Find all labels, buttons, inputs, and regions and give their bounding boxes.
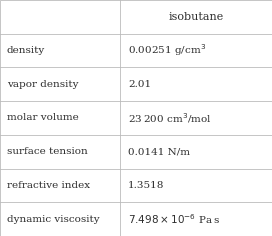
Text: vapor density: vapor density [7,80,78,89]
Text: 0.00251 g/cm$^3$: 0.00251 g/cm$^3$ [128,43,206,59]
Text: 23 200 cm$^3$/mol: 23 200 cm$^3$/mol [128,111,212,125]
Text: molar volume: molar volume [7,114,79,122]
Text: surface tension: surface tension [7,147,88,156]
Text: density: density [7,46,45,55]
Text: isobutane: isobutane [168,12,224,22]
Text: 1.3518: 1.3518 [128,181,164,190]
Text: 0.0141 N/m: 0.0141 N/m [128,147,190,156]
Text: dynamic viscosity: dynamic viscosity [7,215,100,224]
Text: refractive index: refractive index [7,181,90,190]
Text: $7.498\times10^{-6}$ Pa s: $7.498\times10^{-6}$ Pa s [128,212,220,226]
Text: 2.01: 2.01 [128,80,151,89]
